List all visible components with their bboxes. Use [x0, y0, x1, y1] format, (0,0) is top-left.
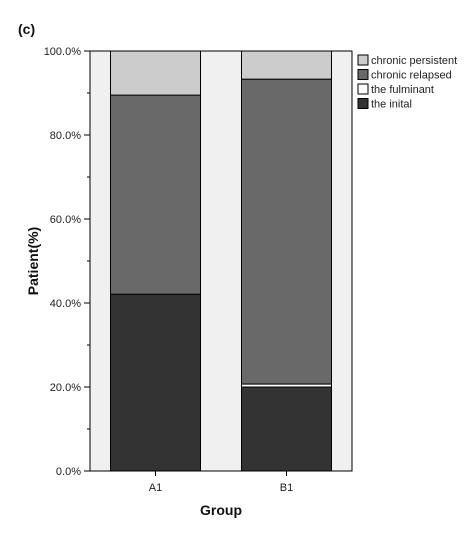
- y-tick-label: 20.0%: [50, 382, 81, 394]
- x-tick-label: A1: [149, 482, 162, 494]
- legend-label: chronic relapsed: [371, 70, 452, 82]
- x-tick-label: B1: [280, 482, 293, 494]
- x-axis: A1 B1: [149, 471, 293, 494]
- bar-segment: [110, 50, 201, 96]
- bar-segment: [110, 293, 201, 472]
- bar-segment: [110, 94, 201, 295]
- legend-swatch: [357, 69, 369, 80]
- y-tick-label: 40.0%: [50, 298, 81, 310]
- legend-swatch: [357, 54, 369, 66]
- y-axis: 0.0% 20.0% 40.0% 60.0% 80.0% 100.0%: [44, 46, 90, 478]
- y-tick-label: 60.0%: [50, 214, 81, 226]
- y-tick-label: 0.0%: [56, 466, 81, 478]
- x-axis-title: Group: [200, 502, 242, 518]
- y-tick-label: 100.0%: [44, 46, 82, 58]
- panel-label: (c): [18, 21, 35, 37]
- legend-label: the inital: [371, 99, 412, 111]
- legend-swatch: [357, 83, 369, 95]
- bar-segment: [241, 50, 332, 80]
- y-tick-label: 80.0%: [50, 130, 81, 142]
- legend-label: chronic persistent: [371, 55, 457, 67]
- legend: chronic persistent chronic relapsed the fu…: [357, 54, 457, 111]
- y-axis-title: Patient(%): [25, 227, 41, 295]
- legend-label: the fulminant: [371, 84, 434, 96]
- legend-swatch: [357, 98, 369, 109]
- bar-segment: [241, 386, 332, 472]
- bar-segment: [241, 78, 332, 385]
- bars: [110, 50, 332, 472]
